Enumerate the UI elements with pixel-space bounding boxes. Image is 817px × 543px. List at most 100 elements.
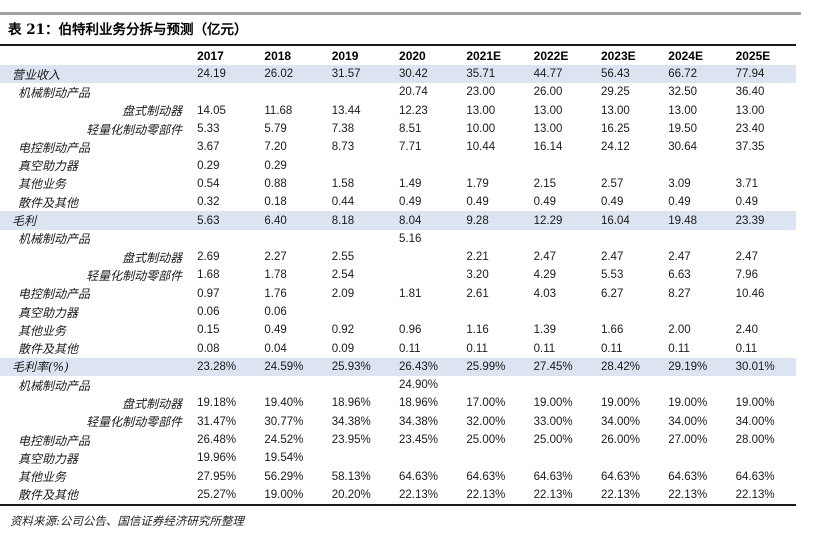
data-cell: 0.09 — [331, 342, 355, 355]
data-cell — [729, 156, 796, 174]
column-header: 2018 — [264, 48, 292, 63]
data-cell: 6.27 — [600, 287, 624, 300]
row-label: 散件及其他 — [18, 195, 79, 210]
data-cell: 0.92 — [331, 324, 355, 337]
data-cell: 64.63% — [466, 470, 506, 483]
column-header: 2017 — [197, 48, 224, 63]
data-cell — [594, 376, 661, 394]
data-cell: 17.00% — [466, 397, 506, 410]
table-row: 机械制动产品 20.74 23.00 26.00 29.25 32.50 36.40 — [0, 83, 796, 101]
table-row: 真空助力器 19.96% 19.54% — [0, 449, 796, 467]
data-cell: 0.32 — [197, 196, 220, 209]
data-cell: 13.00 — [533, 104, 563, 117]
data-cell: 19.96% — [197, 452, 237, 465]
data-cell — [392, 156, 459, 174]
data-cell: 12.29 — [533, 214, 563, 227]
table-header-row: 2017 2018 2019 2020 2021E 2022E 2023E 2024E 2025… — [0, 45, 796, 65]
table-row: 散件及其他 25.27% 19.00% 20.20% 22.13% 22.13% 22.13… — [0, 486, 796, 505]
row-label: 机械制动产品 — [18, 378, 91, 393]
table-row: 毛利率(%) 23.28% 24.59% 25.93% 26.43% 25.99% 27.4… — [0, 357, 796, 377]
data-cell: 56.43 — [600, 68, 630, 81]
data-cell: 28.42% — [600, 360, 640, 373]
data-cell: 24.12 — [600, 141, 630, 154]
data-cell: 24.90% — [399, 379, 439, 392]
data-cell: 10.44 — [466, 141, 496, 154]
data-cell: 22.13% — [668, 488, 708, 501]
table-row: 轻量化制动零部件 31.47% 30.77% 34.38% 34.38% 32.00% 33… — [0, 413, 796, 431]
data-cell: 27.95% — [197, 470, 237, 483]
row-label: 其他业务 — [18, 323, 67, 338]
data-cell: 20.20% — [331, 488, 371, 501]
data-cell — [190, 376, 257, 394]
data-cell — [325, 376, 392, 394]
data-cell — [257, 230, 324, 248]
data-cell — [325, 303, 392, 321]
data-cell: 0.49 — [735, 196, 758, 209]
data-cell: 22.13% — [399, 488, 439, 501]
row-label: 轻量化制动零部件 — [86, 415, 183, 430]
table-row: 轻量化制动零部件 5.33 5.79 7.38 8.51 10.00 13.00 16.25 1… — [0, 120, 796, 138]
row-label: 真空助力器 — [18, 159, 79, 174]
data-cell: 1.49 — [399, 177, 422, 190]
data-cell: 34.00% — [735, 415, 775, 428]
data-cell: 13.00 — [668, 104, 698, 117]
table-row: 其他业务 27.95% 56.29% 58.13% 64.63% 64.63% 64.63%… — [0, 468, 796, 486]
data-cell: 0.49 — [668, 196, 691, 209]
data-cell: 64.63% — [735, 470, 775, 483]
data-cell: 19.40% — [264, 397, 304, 410]
data-cell: 22.13% — [533, 488, 573, 501]
business-forecast-table: 2017 2018 2019 2020 2021E 2022E 2023E 2024E 2025… — [0, 44, 796, 507]
data-cell: 24.52% — [264, 434, 304, 447]
header-label-cell — [0, 45, 190, 65]
data-cell: 0.06 — [197, 306, 220, 318]
data-cell — [392, 248, 459, 266]
data-cell: 0.11 — [399, 342, 421, 355]
data-cell: 10.46 — [735, 287, 765, 300]
data-cell: 35.71 — [466, 68, 496, 81]
data-cell: 16.25 — [600, 123, 630, 136]
data-cell: 13.00 — [600, 104, 630, 117]
data-cell: 37.35 — [735, 141, 765, 154]
data-cell: 4.29 — [533, 269, 557, 282]
data-cell — [527, 449, 594, 467]
table-row: 轻量化制动零部件 1.68 1.78 2.54 3.20 4.29 5.53 6.63 7.96 — [0, 266, 796, 284]
row-label: 盘式制动器 — [122, 396, 183, 411]
data-cell: 1.78 — [264, 269, 287, 282]
data-cell: 1.58 — [331, 177, 355, 190]
data-cell: 0.15 — [197, 324, 220, 337]
data-cell: 29.19% — [668, 360, 708, 373]
row-label: 散件及其他 — [18, 488, 79, 503]
data-cell: 2.54 — [331, 269, 355, 282]
data-cell: 1.16 — [466, 324, 489, 337]
row-label: 其他业务 — [18, 470, 67, 485]
data-cell: 25.27% — [197, 488, 237, 501]
data-cell: 1.66 — [600, 324, 624, 337]
data-cell: 24.19 — [197, 68, 226, 81]
column-header: 2020 — [399, 48, 426, 63]
row-label: 散件及其他 — [18, 342, 79, 357]
data-cell: 34.38% — [331, 415, 371, 428]
data-cell: 26.48% — [197, 434, 237, 447]
data-cell: 5.53 — [600, 269, 624, 282]
data-cell — [729, 230, 796, 248]
table-row: 营业收入 24.19 26.02 31.57 30.42 35.71 44.77 56.43 6… — [0, 65, 796, 84]
data-cell: 56.29% — [264, 470, 304, 483]
data-cell: 2.47 — [600, 251, 624, 264]
data-cell: 2.09 — [331, 287, 355, 300]
data-cell: 23.28% — [197, 360, 237, 373]
data-cell: 0.11 — [600, 342, 623, 355]
table-row: 盘式制动器 14.05 11.68 13.44 12.23 13.00 13.00 13.00… — [0, 102, 796, 120]
data-cell — [729, 449, 796, 467]
data-cell: 0.11 — [668, 342, 690, 355]
data-cell — [392, 303, 459, 321]
row-label: 电控制动产品 — [18, 140, 91, 155]
data-cell — [459, 376, 526, 394]
data-cell: 0.49 — [466, 196, 489, 209]
table-row: 机械制动产品 5.16 — [0, 230, 796, 248]
row-label: 轻量化制动零部件 — [86, 122, 183, 137]
data-cell — [325, 449, 392, 467]
table-row: 其他业务 0.54 0.88 1.58 1.49 1.79 2.15 2.57 3.09 3.71 — [0, 175, 796, 193]
data-cell — [594, 303, 661, 321]
data-cell: 64.63% — [533, 470, 573, 483]
